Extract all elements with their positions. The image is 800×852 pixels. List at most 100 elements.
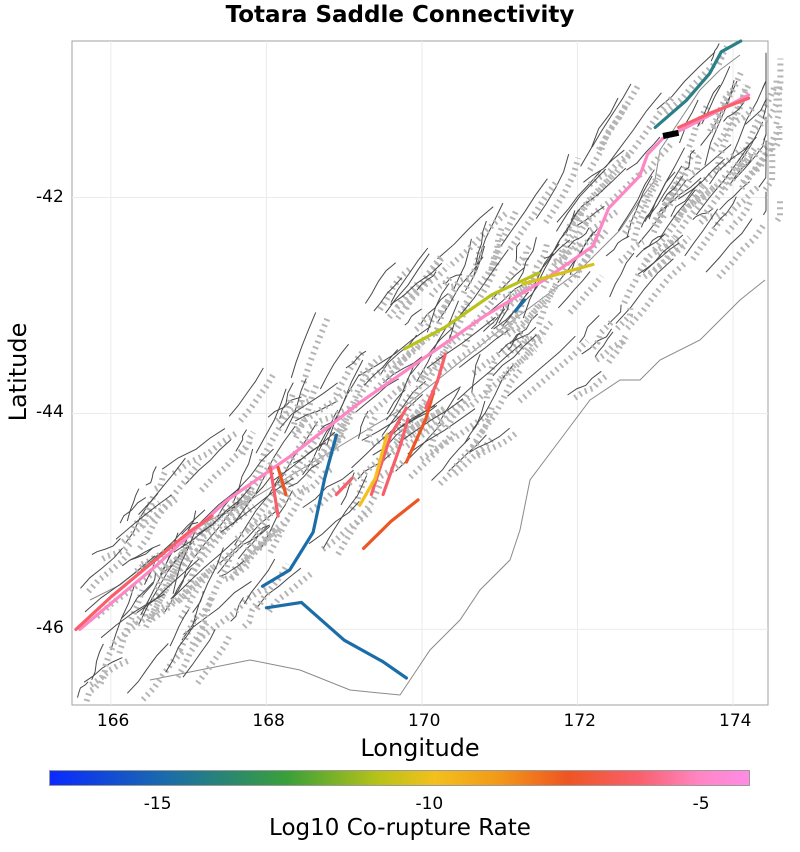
fault-trace bbox=[77, 681, 89, 698]
colorbar-label: Log10 Co-rupture Rate bbox=[269, 815, 531, 841]
fault-trace bbox=[492, 334, 537, 377]
fault-trace bbox=[416, 300, 459, 382]
fault-surface bbox=[762, 143, 776, 192]
fault-trace bbox=[257, 567, 302, 607]
fault-surface bbox=[630, 177, 662, 242]
fault-trace bbox=[138, 457, 186, 515]
fault-surface bbox=[195, 633, 233, 685]
fault-trace bbox=[684, 149, 695, 171]
fault-trace bbox=[267, 396, 302, 418]
x-tick-label: 172 bbox=[563, 711, 596, 731]
source-fault-trace bbox=[662, 129, 680, 139]
fault-trace bbox=[569, 231, 595, 275]
fault-trace bbox=[192, 547, 224, 625]
fault-surface bbox=[86, 549, 133, 594]
fault-surface bbox=[517, 338, 590, 404]
fault-surface bbox=[727, 183, 762, 216]
colorbar-tick-label: -15 bbox=[143, 794, 172, 814]
fault-surface bbox=[718, 139, 771, 191]
fault-surface bbox=[267, 492, 305, 554]
fault-surface bbox=[111, 596, 179, 646]
fault-surface bbox=[134, 550, 169, 574]
fault-trace bbox=[228, 367, 264, 417]
fault-trace bbox=[607, 304, 622, 326]
fault-trace bbox=[379, 334, 418, 376]
fault-surface bbox=[553, 241, 582, 266]
fault-trace bbox=[661, 175, 684, 203]
fault-trace bbox=[459, 249, 509, 317]
fault-surface bbox=[362, 425, 416, 476]
rupture-fault bbox=[358, 433, 389, 507]
fault-trace bbox=[490, 306, 505, 330]
fault-surface bbox=[160, 543, 195, 573]
y-tick-label: -44 bbox=[36, 402, 64, 423]
fault-surface bbox=[291, 385, 354, 436]
fault-surface bbox=[395, 370, 429, 427]
fault-trace bbox=[181, 522, 199, 535]
fault-surface bbox=[615, 308, 634, 331]
fault-surface bbox=[244, 527, 279, 565]
fault-surface bbox=[478, 365, 525, 435]
fault-surface bbox=[331, 414, 354, 438]
fault-trace bbox=[185, 439, 232, 485]
fault-surface bbox=[709, 84, 752, 152]
fault-trace bbox=[647, 165, 683, 218]
fault-trace bbox=[319, 343, 349, 390]
fault-surface bbox=[397, 360, 440, 392]
fault-surface bbox=[98, 646, 116, 685]
fault-trace bbox=[656, 51, 716, 110]
fault-trace bbox=[294, 401, 337, 422]
y-axis-label: Latitude bbox=[4, 322, 32, 422]
fault-surface bbox=[392, 390, 416, 419]
fault-trace bbox=[591, 83, 632, 148]
fault-surface bbox=[667, 176, 693, 207]
fault-surface bbox=[498, 335, 547, 381]
fault-surface bbox=[698, 146, 744, 187]
fault-surface bbox=[773, 81, 783, 125]
fault-trace bbox=[581, 328, 613, 355]
fault-surface bbox=[199, 550, 236, 629]
fault-surface bbox=[306, 418, 347, 479]
fault-trace bbox=[738, 121, 764, 165]
fault-surface bbox=[700, 145, 758, 220]
fault-trace bbox=[507, 335, 576, 397]
fault-trace bbox=[385, 366, 414, 421]
fault-trace bbox=[438, 388, 461, 425]
fault-trace bbox=[225, 448, 274, 504]
fault-trace bbox=[398, 398, 464, 444]
fault-trace bbox=[555, 168, 607, 232]
fault-trace bbox=[458, 329, 509, 368]
fault-trace bbox=[243, 558, 276, 605]
fault-trace bbox=[410, 327, 453, 375]
fault-trace bbox=[617, 169, 655, 231]
fault-trace bbox=[80, 547, 123, 589]
fault-trace bbox=[279, 382, 294, 419]
fault-surface bbox=[245, 476, 291, 533]
rupture-fault bbox=[677, 96, 751, 129]
fault-surface bbox=[121, 495, 181, 545]
fault-trace bbox=[457, 343, 522, 401]
fault-trace bbox=[416, 271, 437, 291]
fault-trace bbox=[567, 227, 590, 248]
fault-surface bbox=[739, 157, 767, 190]
fault-surface bbox=[444, 390, 472, 429]
fault-surface bbox=[166, 542, 189, 580]
fault-trace bbox=[437, 206, 494, 260]
fault-trace bbox=[363, 349, 399, 386]
fault-surface bbox=[169, 542, 206, 581]
fault-surface bbox=[293, 381, 321, 440]
fault-trace bbox=[279, 382, 338, 429]
fault-surface bbox=[450, 275, 472, 290]
fault-surface bbox=[686, 102, 711, 148]
fault-trace bbox=[728, 80, 767, 163]
fault-trace bbox=[407, 408, 476, 455]
colorbar-tick-label: -10 bbox=[415, 794, 444, 814]
rupture-fault bbox=[424, 352, 447, 410]
fault-surface bbox=[594, 333, 629, 363]
fault-trace bbox=[358, 326, 431, 377]
fault-surface bbox=[335, 480, 385, 556]
fault-surface bbox=[260, 390, 297, 458]
fault-surface bbox=[773, 58, 784, 96]
fault-trace bbox=[197, 487, 241, 526]
fault-surface bbox=[243, 528, 282, 560]
